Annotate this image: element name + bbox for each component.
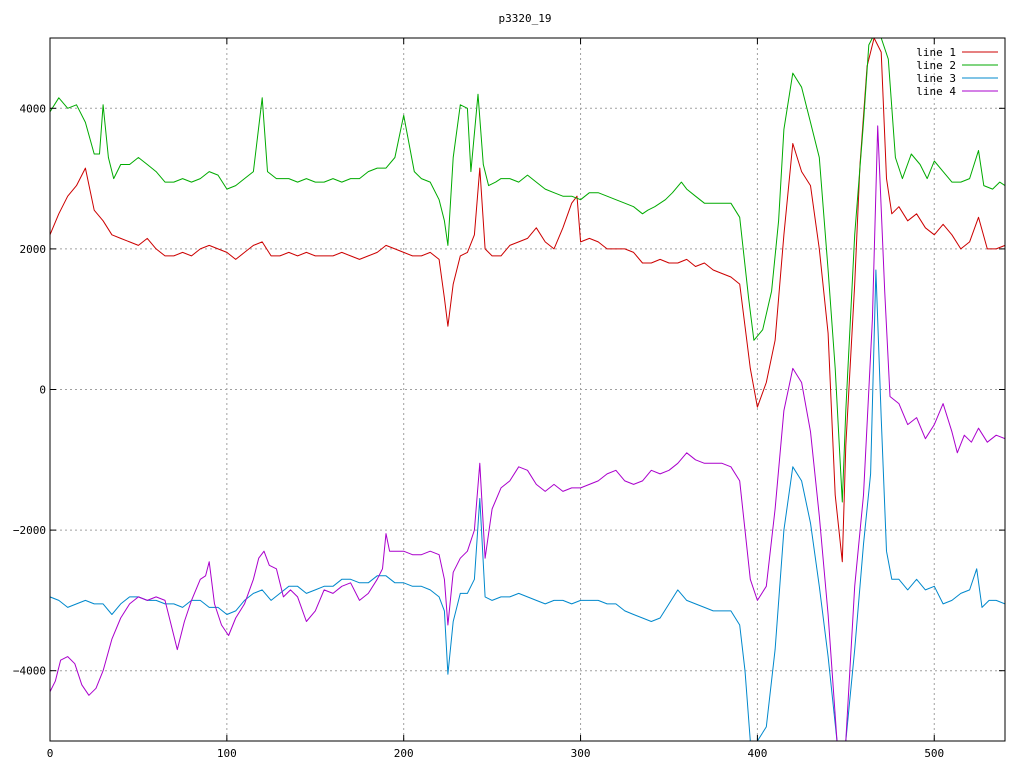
y-tick-label: −4000 [13, 665, 46, 678]
series-line-4 [50, 125, 1005, 741]
x-tick-label: 0 [47, 747, 54, 760]
x-tick-label: 300 [571, 747, 591, 760]
grid-lines [50, 38, 1005, 741]
y-tick-label: 2000 [20, 243, 47, 256]
series-line-1 [50, 38, 1005, 563]
legend-label: line 1 [916, 46, 956, 59]
legend-label: line 3 [916, 72, 956, 85]
x-tick-label: 200 [394, 747, 414, 760]
x-tick-label: 500 [924, 747, 944, 760]
x-tick-label: 100 [217, 747, 237, 760]
x-tick-label: 400 [747, 747, 767, 760]
series-line-3 [50, 269, 1005, 741]
legend-label: line 4 [916, 85, 956, 98]
y-tick-label: 4000 [20, 102, 47, 115]
series-group [50, 38, 1005, 741]
axis-ticks: 0 100 200 300 400 500 −4000 −2000 0 2000 4000 [13, 38, 1005, 760]
legend-label: line 2 [916, 59, 956, 72]
series-line-2 [50, 38, 1005, 503]
y-tick-label: 0 [39, 384, 46, 397]
chart-title: p3320_19 [499, 12, 552, 25]
y-tick-label: −2000 [13, 524, 46, 537]
